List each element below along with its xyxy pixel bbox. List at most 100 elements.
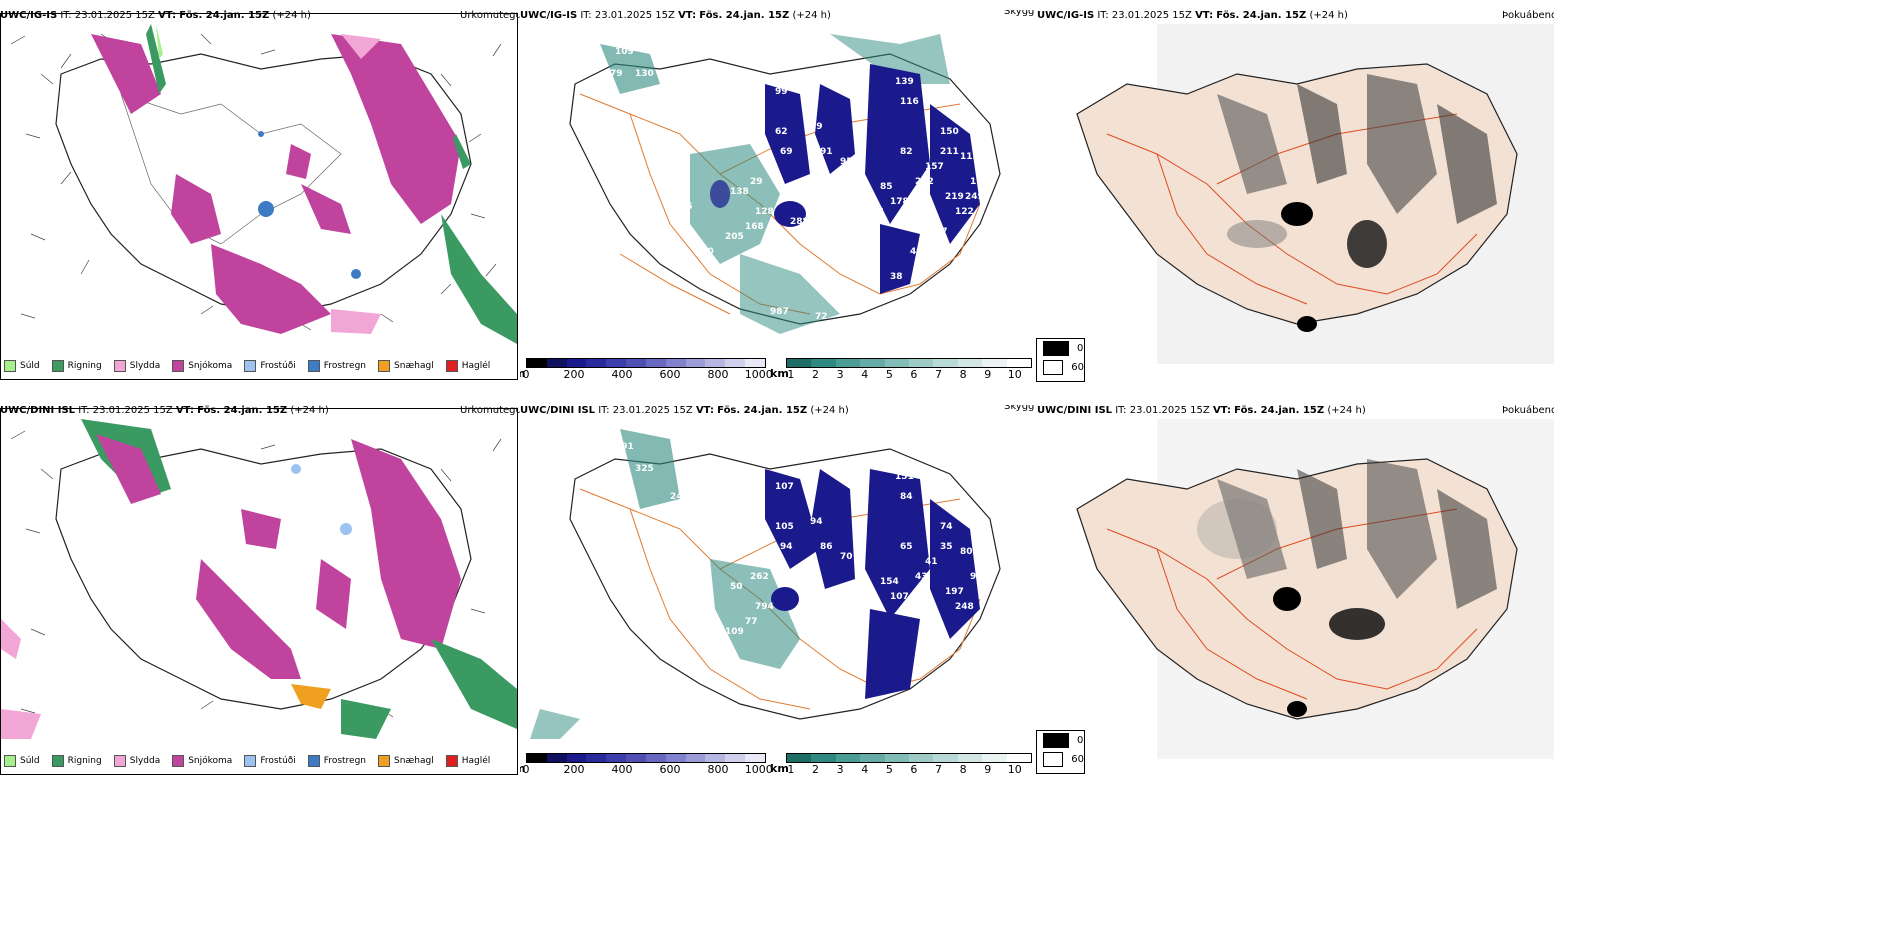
visibility-value-label: 79 <box>610 69 623 79</box>
visibility-value-label: 197 <box>945 587 964 597</box>
visibility-colorbar: 1 2 3 4 5 6 7 8 9 10 km <box>770 358 1032 380</box>
legend-item: Snjókoma <box>172 360 232 372</box>
precip-legend: Súld Rigning Slydda Snjókoma Frostúði Fr… <box>4 755 502 767</box>
visibility-value-label: 71 <box>820 232 833 242</box>
visibility-value-label: 99 <box>775 87 788 97</box>
swatch <box>307 755 320 767</box>
field-title: Skyggni <box>1004 10 1035 17</box>
visibility-value-label: 456 <box>815 597 834 607</box>
visibility-value-label: 150 <box>940 127 959 137</box>
swatch <box>378 755 391 767</box>
visibility-value-label: 65 <box>900 542 913 552</box>
visibility-value-label: 139 <box>815 202 834 212</box>
visibility-value-label: 157 <box>820 627 839 637</box>
visibility-value-label: 221 <box>865 602 884 612</box>
swatch <box>51 360 64 372</box>
visibility-value-label: 191 <box>615 442 634 452</box>
visibility-value-label: 59 <box>810 122 823 132</box>
fog-panel-1: UWC/IG-IS IT: 23.01.2025 15Z VT: Fös. 24… <box>1037 10 1554 380</box>
precip-map <box>10 24 517 344</box>
field-title: Þokuábendi <box>1502 10 1554 21</box>
swatch <box>172 755 185 767</box>
visibility-value-label: 29 <box>750 177 763 187</box>
visibility-value-label: 41 <box>925 557 938 567</box>
swatch <box>445 360 458 372</box>
legend-item: Snæhagl <box>378 360 434 372</box>
legend-item: Súld <box>4 755 40 767</box>
visibility-value-label: 128 <box>755 207 774 217</box>
visibility-value-label: 109 <box>615 47 634 57</box>
legend-item: Haglél <box>445 755 490 767</box>
visibility-value-label: 58 <box>850 222 863 232</box>
visibility-value-label: 248 <box>955 602 974 612</box>
rain-area <box>146 24 166 94</box>
legend-item: Súld <box>4 360 40 372</box>
panel-header: UWC/DINI ISL IT: 23.01.2025 15Z VT: Fös.… <box>520 405 849 416</box>
visibility-value-label: 120 <box>695 247 714 257</box>
map-frame <box>0 408 518 775</box>
visibility-value-label: 244 <box>790 612 809 622</box>
visibility-value-label: 55 <box>680 202 693 212</box>
visibility-value-label: 193 <box>970 177 989 187</box>
visibility-value-label: 94 <box>780 542 793 552</box>
visibility-panel-1: UWC/IG-IS IT: 23.01.2025 15Z VT: Fös. 24… <box>520 10 1035 380</box>
snow-area <box>91 34 161 114</box>
visibility-value-label: 91 <box>820 147 833 157</box>
visibility-value-label: 35 <box>940 542 953 552</box>
visibility-value-label: 143 <box>670 97 689 107</box>
visibility-value-label: 43 <box>915 572 928 582</box>
swatch <box>307 360 320 372</box>
legend-item: Rigning <box>51 360 102 372</box>
visibility-value-label: 205 <box>725 232 744 242</box>
fog-legend: 0 60 <box>1036 338 1085 382</box>
visibility-value-label: 151 <box>895 472 914 482</box>
visibility-value-label: 72 <box>815 312 828 322</box>
visibility-value-label: 249 <box>965 192 984 202</box>
visibility-value-label: 138 <box>730 187 749 197</box>
drizzle-area <box>156 24 163 59</box>
swatch <box>51 755 64 767</box>
legend-item: Snjókoma <box>172 755 232 767</box>
terrain-colorbar: 0 200 400 600 800 1000 m <box>520 753 773 775</box>
visibility-value-label: 205 <box>610 464 629 474</box>
fog-legend: 0 60 <box>1036 730 1085 774</box>
swatch <box>445 755 458 767</box>
visibility-value-label: 109 <box>725 627 744 637</box>
swatch <box>1043 360 1064 375</box>
legend-item: Snæhagl <box>378 755 434 767</box>
fog-map <box>1076 419 1554 759</box>
visibility-value-label: 38 <box>890 272 903 282</box>
visibility-value-label: 232 <box>915 177 934 187</box>
field-title: Þokuábendi <box>1502 405 1554 416</box>
precip-panel-1: UWC/IG-IS IT: 23.01.2025 15Z VT: Fös. 24… <box>0 10 520 380</box>
field-title: Úrkomutegund <box>460 405 520 416</box>
visibility-value-label: 49 <box>910 247 923 257</box>
visibility-value-label: 86 <box>820 542 833 552</box>
visibility-value-label: 130 <box>635 69 654 79</box>
visibility-value-label: 19 <box>720 112 733 122</box>
visibility-value-label: 116 <box>900 97 919 107</box>
visibility-value-label: 233 <box>885 307 904 317</box>
precip-panel-2: UWC/DINI ISL IT: 23.01.2025 15Z VT: Fös.… <box>0 405 520 775</box>
visibility-value-label: 178 <box>890 197 909 207</box>
visibility-value-label: 80 <box>960 547 973 557</box>
visibility-value-label: 46 <box>720 507 733 517</box>
field-title: Úrkomutegund <box>460 10 520 21</box>
visibility-value-label: 70 <box>840 552 853 562</box>
terrain-colorbar: 0 200 400 600 800 1000 m <box>520 358 773 380</box>
visibility-value-label: 107 <box>775 482 794 492</box>
visibility-value-label: 211 <box>940 147 959 157</box>
fog-panel-2: UWC/DINI ISL IT: 23.01.2025 15Z VT: Fös.… <box>1037 405 1554 775</box>
visibility-value-label: 244 <box>670 492 689 502</box>
panel-header: UWC/DINI ISL IT: 23.01.2025 15Z VT: Fös.… <box>0 405 329 416</box>
visibility-value-label: 86 <box>940 277 953 287</box>
visibility-value-label: 113 <box>960 152 979 162</box>
swatch <box>378 360 391 372</box>
swatch <box>1043 752 1064 767</box>
visibility-value-label: 96 <box>970 572 983 582</box>
visibility-value-label: 95 <box>840 157 853 167</box>
visibility-value-label: 82 <box>900 147 913 157</box>
visibility-value-label: 94 <box>810 517 823 527</box>
swatch <box>113 755 126 767</box>
